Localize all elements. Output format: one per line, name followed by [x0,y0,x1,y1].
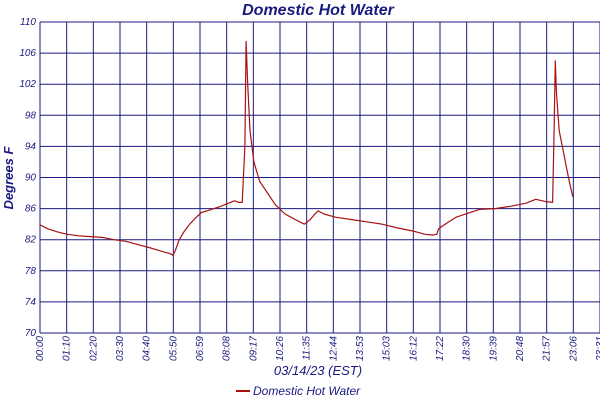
x-tick-label: 23:06 [568,336,579,362]
series-layer [39,40,574,256]
x-tick-label: 01:10 [62,336,73,361]
legend: Domestic Hot Water [236,384,361,398]
x-tick-label: 17:22 [435,336,446,361]
chart-title: Domestic Hot Water [242,2,395,19]
x-tick-label: 21:57 [542,336,553,362]
x-tick-label: 18:30 [462,336,473,361]
x-tick-label: 11:35 [302,336,313,361]
y-tick-label: 90 [25,173,37,184]
y-tick-label: 78 [25,266,37,277]
y-tick-label: 98 [25,110,37,121]
y-tick-label: 106 [19,48,36,59]
x-tick-label: 03:30 [115,336,126,361]
x-tick-label: 12:44 [328,336,339,361]
x-tick-labels: 00:00 01:10 02:20 03:30 04:40 05:50 06:59 08:08… [35,336,600,362]
series-line [39,40,574,256]
x-tick-label: 10:26 [275,336,286,361]
x-tick-label: 00:00 [35,336,46,361]
x-tick-label: 08:08 [222,336,233,361]
y-tick-label: 70 [25,328,37,339]
y-tick-label: 82 [25,235,37,246]
y-tick-label: 102 [19,79,36,90]
y-axis-label: Degrees F [1,146,16,210]
x-tick-label: 23:31 [595,336,600,362]
x-tick-label: 04:40 [142,336,153,361]
y-tick-labels: 70 74 78 82 86 90 94 98 102 106 110 [19,17,36,339]
legend-label: Domestic Hot Water [253,384,361,398]
x-tick-label: 13:53 [355,336,366,361]
y-tick-label: 74 [25,297,37,308]
y-tick-label: 86 [25,204,37,215]
x-tick-label: 20:48 [515,336,526,362]
x-tick-label: 09:17 [248,336,259,361]
grid-layer [39,21,600,334]
y-tick-label: 94 [25,141,37,152]
x-tick-label: 19:39 [488,336,499,361]
x-tick-label: 16:12 [408,336,419,361]
x-tick-label: 15:03 [382,336,393,361]
x-tick-label: 06:59 [195,336,206,361]
x-axis-label: 03/14/23 (EST) [274,363,362,378]
y-tick-label: 110 [20,17,36,28]
x-tick-label: 02:20 [88,336,99,361]
x-tick-label: 05:50 [168,336,179,361]
